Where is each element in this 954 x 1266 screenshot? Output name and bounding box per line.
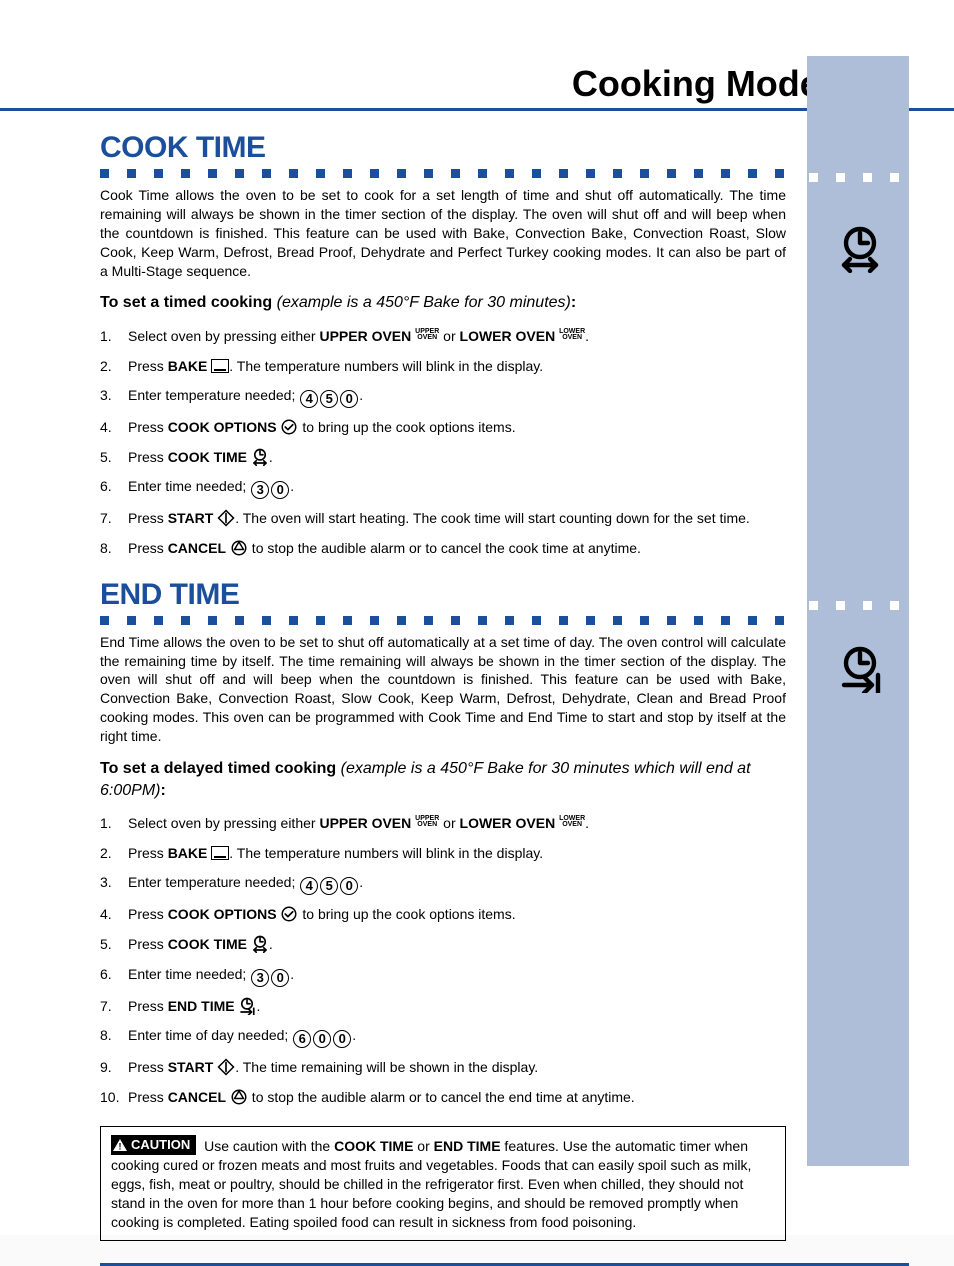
step: Press BAKE . The temperature numbers wil…: [100, 839, 786, 869]
end-time-heading: END TIME: [100, 578, 786, 612]
key-0: 0: [271, 969, 289, 987]
bottom-rule: [100, 1263, 909, 1266]
end-time-intro: End Time allows the oven to be set to sh…: [100, 633, 786, 746]
manual-page: Cooking Modes 15 COOK TIME Cook Time all…: [0, 0, 954, 1235]
cook-time-heading: COOK TIME: [100, 131, 786, 165]
step: Press START . The oven will start heatin…: [100, 504, 786, 534]
svg-text:!: !: [119, 1142, 122, 1152]
step: Enter temperature needed; 450.: [100, 868, 786, 900]
page-title: Cooking Modes: [572, 66, 840, 108]
end-time-steps: Select oven by pressing either UPPER OVE…: [100, 809, 786, 1112]
sub-colon: :: [160, 782, 165, 799]
cook-time-intro: Cook Time allows the oven to be set to c…: [100, 186, 786, 280]
step: Enter time needed; 30.: [100, 960, 786, 992]
upper-oven-icon: UPPEROVEN: [415, 816, 439, 829]
dot-ext-2: [809, 601, 899, 610]
step: Press CANCEL to stop the audible alarm o…: [100, 534, 786, 564]
key-0: 0: [340, 877, 358, 895]
step: Press START . The time remaining will be…: [100, 1053, 786, 1083]
upper-oven-icon: UPPEROVEN: [415, 329, 439, 342]
key-6: 6: [293, 1030, 311, 1048]
dot-ext-1: [809, 173, 899, 182]
step: Select oven by pressing either UPPER OVE…: [100, 322, 786, 352]
cook-time-sub: To set a timed cooking (example is a 450…: [100, 292, 786, 314]
dot-row: [100, 616, 786, 625]
key-0: 0: [313, 1030, 331, 1048]
end-time-sub: To set a delayed timed cooking (example …: [100, 758, 786, 801]
start-icon: [217, 509, 235, 527]
step: Enter time needed; 30.: [100, 472, 786, 504]
sub-bold: To set a delayed timed cooking: [100, 760, 336, 777]
cook-time-steps: Select oven by pressing either UPPER OVE…: [100, 322, 786, 564]
step: Select oven by pressing either UPPER OVE…: [100, 809, 786, 839]
end-time-margin-icon: [836, 645, 884, 693]
bake-icon: [211, 359, 229, 373]
step: Press CANCEL to stop the audible alarm o…: [100, 1083, 786, 1113]
cook-time-icon: [251, 448, 269, 466]
cook-time-icon: [251, 935, 269, 953]
check-icon: [280, 905, 298, 923]
key-3: 3: [251, 969, 269, 987]
key-5: 5: [320, 877, 338, 895]
start-icon: [217, 1058, 235, 1076]
step: Press BAKE . The temperature numbers wil…: [100, 352, 786, 382]
bake-icon: [211, 846, 229, 860]
cancel-icon: [230, 1088, 248, 1106]
caution-box: ! CAUTION Use caution with the COOK TIME…: [100, 1126, 786, 1240]
step: Enter temperature needed; 450.: [100, 381, 786, 413]
step: Press COOK OPTIONS to bring up the cook …: [100, 900, 786, 930]
key-5: 5: [320, 390, 338, 408]
key-4: 4: [300, 877, 318, 895]
dot-row: [100, 169, 786, 178]
step: Enter time of day needed; 600.: [100, 1021, 786, 1053]
step: Press COOK OPTIONS to bring up the cook …: [100, 413, 786, 443]
sub-italic: (example is a 450°F Bake for 30 minutes): [272, 294, 571, 311]
step: Press COOK TIME .: [100, 443, 786, 473]
cancel-icon: [230, 539, 248, 557]
warning-icon: !: [113, 1139, 127, 1151]
cook-time-margin-icon: [836, 225, 884, 273]
caution-label: ! CAUTION: [111, 1135, 196, 1155]
step: Press END TIME .: [100, 992, 786, 1022]
key-4: 4: [300, 390, 318, 408]
lower-oven-icon: LOWEROVEN: [559, 816, 585, 829]
key-3: 3: [251, 481, 269, 499]
sub-bold: To set a timed cooking: [100, 294, 272, 311]
lower-oven-icon: LOWEROVEN: [559, 329, 585, 342]
end-time-icon: [238, 997, 256, 1015]
check-icon: [280, 418, 298, 436]
step: Press COOK TIME .: [100, 930, 786, 960]
key-0: 0: [333, 1030, 351, 1048]
key-0: 0: [340, 390, 358, 408]
sub-colon: :: [571, 294, 576, 311]
key-0: 0: [271, 481, 289, 499]
